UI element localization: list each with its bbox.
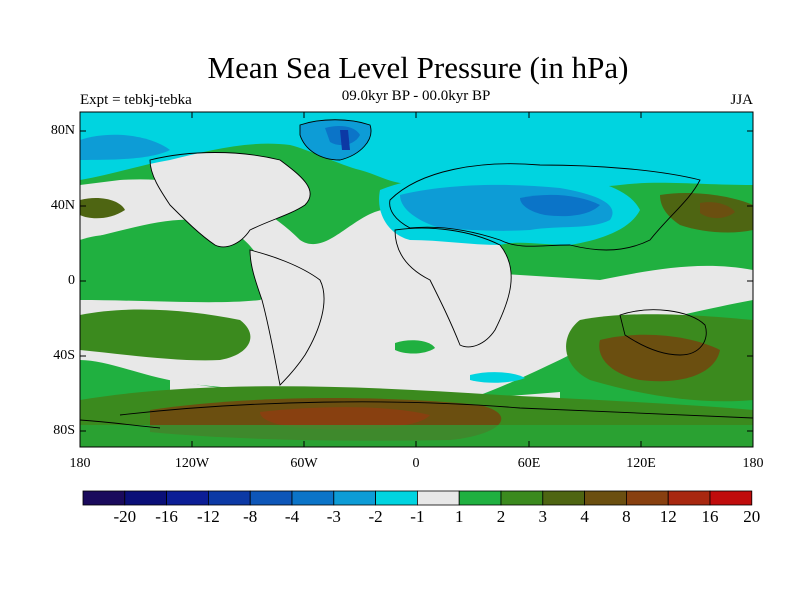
- colorbar: [82, 490, 753, 506]
- colorbar-label: 16: [701, 507, 719, 526]
- colorbar-label: 2: [496, 507, 506, 526]
- australia-high-anomaly: [599, 334, 720, 382]
- south-pacific-positive: [80, 309, 251, 361]
- colorbar-box: [709, 490, 753, 506]
- colorbar-box: [542, 490, 585, 506]
- season-label: JJA: [730, 92, 753, 108]
- south-atlantic-green: [395, 340, 435, 354]
- north-pacific-core-high: [700, 202, 735, 219]
- arctic-negative-anomaly: [80, 112, 753, 187]
- colorbar-label: -8: [243, 507, 258, 526]
- colorbar-label: 12: [659, 507, 677, 526]
- colorbar-box: [458, 490, 502, 506]
- lon-label-180w: 180: [69, 456, 91, 471]
- lat-label-0: 0: [68, 273, 75, 288]
- africa-land: [395, 228, 512, 347]
- colorbar-box: [416, 490, 460, 506]
- colorbar-label: -16: [155, 507, 178, 526]
- colorbar-label: -4: [284, 507, 300, 526]
- time-range-label: 09.0kyr BP - 00.0kyr BP: [341, 88, 491, 104]
- colorbar-label: -12: [197, 507, 220, 526]
- colorbar-box: [124, 490, 168, 506]
- page-title: Mean Sea Level Pressure (in hPa): [207, 50, 629, 85]
- colorbar-box: [207, 490, 251, 506]
- experiment-label: Expt = tebkj-tebka: [80, 92, 192, 108]
- coastlines: [80, 119, 753, 429]
- colorbar-box: [626, 490, 669, 506]
- colorbar-label: 4: [580, 507, 589, 526]
- colorbar-box: [291, 490, 335, 506]
- lat-label-80n: 80N: [50, 123, 75, 138]
- colorbar-box: [584, 490, 627, 506]
- colorbar-box: [249, 490, 293, 506]
- greenland-core-negative: [340, 130, 350, 150]
- antarctic-coast-band: [80, 425, 753, 447]
- colorbar-label: 1: [454, 507, 464, 526]
- lon-label-180e: 180: [742, 456, 764, 471]
- lat-label-40n: 40N: [50, 198, 75, 213]
- lat-label-40s: 40S: [53, 348, 75, 363]
- lon-label-60w: 60W: [290, 456, 318, 471]
- lat-label-80s: 80S: [53, 423, 75, 438]
- asia-strong-negative: [520, 194, 600, 217]
- axis-ticks: [79, 112, 754, 447]
- colorbar-label: 3: [538, 507, 548, 526]
- colorbar-box: [166, 490, 209, 506]
- map-field: [80, 112, 753, 447]
- colorbar-label: -1: [410, 507, 425, 526]
- colorbar-box: [375, 490, 418, 506]
- south-atlantic-cyan: [470, 372, 525, 383]
- colorbar-label: -3: [326, 507, 341, 526]
- colorbar-box: [667, 490, 711, 506]
- colorbar-box: [82, 490, 126, 506]
- west-pacific-high: [80, 198, 125, 219]
- lon-label-60e: 60E: [517, 456, 541, 471]
- lon-label-0: 0: [412, 456, 420, 471]
- colorbar-label: 20: [743, 507, 761, 526]
- colorbar-label: -20: [113, 507, 137, 526]
- lon-label-120e: 120E: [626, 456, 656, 471]
- colorbar-box: [500, 490, 544, 506]
- colorbar-label: -2: [368, 507, 383, 526]
- colorbar-label: 8: [622, 507, 631, 526]
- colorbar-box: [333, 490, 376, 506]
- north-america-land: [150, 152, 311, 247]
- alaska-negative: [80, 134, 170, 160]
- north-pacific-green: [80, 234, 150, 280]
- antarctic-peak-anomaly: [260, 407, 430, 430]
- south-america-land: [250, 250, 325, 385]
- lon-label-120w: 120W: [174, 456, 210, 471]
